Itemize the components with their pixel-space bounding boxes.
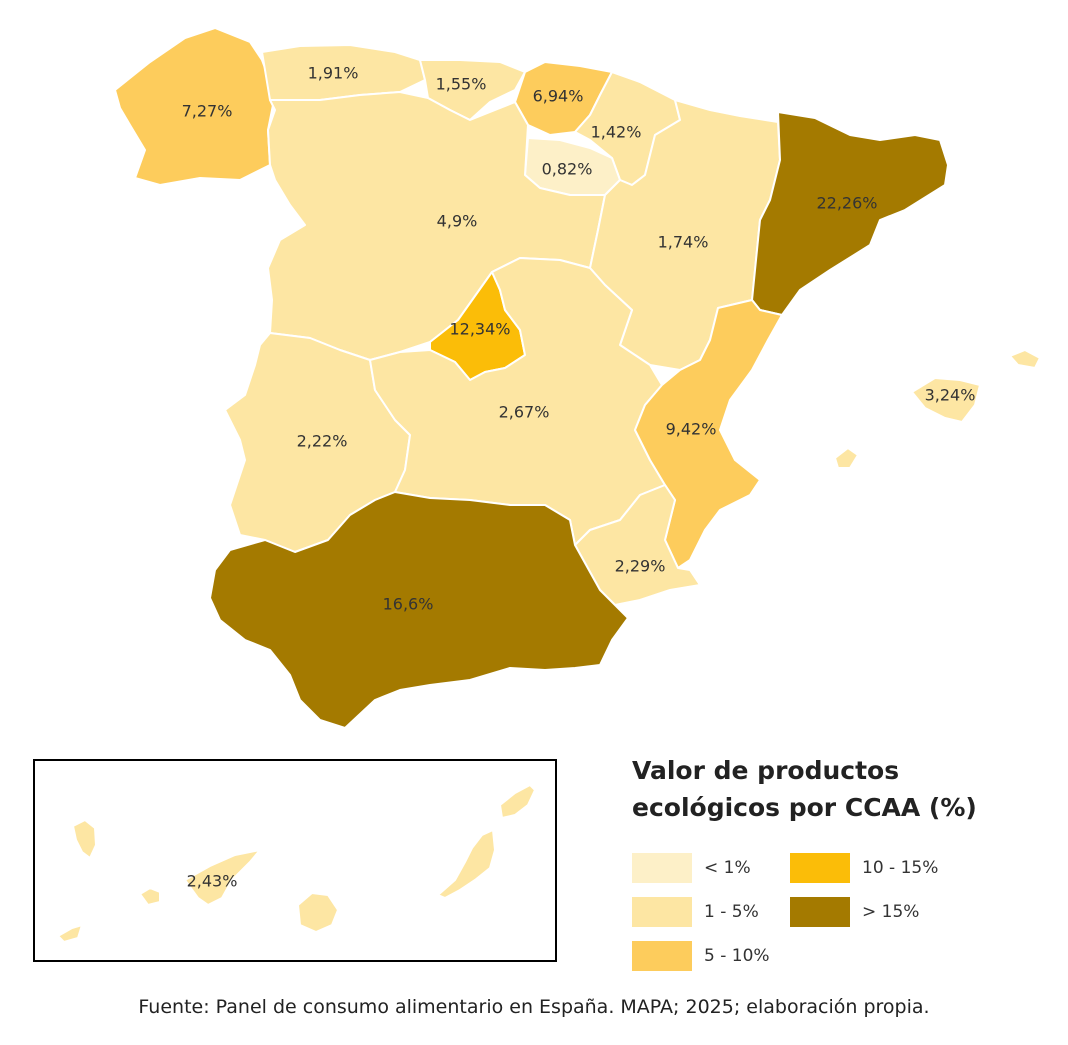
region-canarias xyxy=(57,784,536,943)
label-galicia: 7,27% xyxy=(182,102,233,121)
legend-label: 1 - 5% xyxy=(704,902,759,922)
legend-item-1-5: 1 - 5% xyxy=(632,896,759,928)
legend-label: > 15% xyxy=(862,902,920,922)
legend-item-lt1: < 1% xyxy=(632,852,751,884)
label-cantabria: 1,55% xyxy=(436,75,487,94)
legend-item-5-10: 5 - 10% xyxy=(632,940,770,972)
legend-swatch xyxy=(632,897,692,927)
legend-swatch xyxy=(632,853,692,883)
label-navarra: 1,42% xyxy=(591,123,642,142)
canarias-el-hierro xyxy=(57,924,83,943)
label-asturias: 1,91% xyxy=(308,64,359,83)
region-cataluna xyxy=(751,111,949,316)
label-valencia: 9,42% xyxy=(666,420,717,439)
label-cataluna: 22,26% xyxy=(816,194,877,213)
canarias-gran-canaria xyxy=(297,892,339,933)
legend-label: < 1% xyxy=(704,858,751,878)
label-castilla-la-mancha: 2,67% xyxy=(499,403,550,422)
region-baleares-menorca xyxy=(1009,349,1041,369)
legend-title-line-2: ecológicos por CCAA (%) xyxy=(632,793,977,822)
label-baleares: 3,24% xyxy=(925,386,976,405)
legend-items: < 1% 1 - 5% 5 - 10% 10 - 15% > 15% xyxy=(632,852,1052,972)
region-valencia xyxy=(634,299,783,569)
legend-swatch xyxy=(790,853,850,883)
label-la-rioja: 0,82% xyxy=(542,160,593,179)
legend-title: Valor de productos ecológicos por CCAA (… xyxy=(632,752,1052,826)
region-cantabria xyxy=(419,59,526,121)
legend-swatch xyxy=(790,897,850,927)
legend-label: 5 - 10% xyxy=(704,946,770,966)
canarias-la-gomera xyxy=(139,887,161,906)
region-baleares xyxy=(911,377,981,423)
map-legend: Valor de productos ecológicos por CCAA (… xyxy=(632,752,1052,971)
region-murcia xyxy=(574,484,701,606)
canarias-tenerife xyxy=(184,849,261,906)
legend-label: 10 - 15% xyxy=(862,858,939,878)
canarias-lanzarote xyxy=(499,784,536,819)
label-canarias: 2,43% xyxy=(187,872,238,891)
region-andalucia xyxy=(209,491,629,729)
canarias-la-palma xyxy=(72,819,97,859)
legend-item-10-15: 10 - 15% xyxy=(790,852,938,884)
canarias-inset-frame xyxy=(33,759,557,962)
label-aragon: 1,74% xyxy=(658,233,709,252)
canarias-fuerteventura xyxy=(437,829,496,899)
legend-title-line-1: Valor de productos xyxy=(632,756,900,785)
legend-item-gt15: > 15% xyxy=(790,896,919,928)
label-castilla-leon: 4,9% xyxy=(437,212,478,231)
label-pais-vasco: 6,94% xyxy=(533,87,584,106)
legend-swatch xyxy=(632,941,692,971)
label-madrid: 12,34% xyxy=(449,320,510,339)
label-andalucia: 16,6% xyxy=(383,595,434,614)
label-extremadura: 2,22% xyxy=(297,432,348,451)
spain-choropleth-map: 7,27% 1,91% 1,55% 6,94% 1,42% 0,82% 4,9%… xyxy=(57,27,1041,943)
label-murcia: 2,29% xyxy=(615,557,666,576)
source-note: Fuente: Panel de consumo alimentario en … xyxy=(138,996,930,1018)
region-baleares-ibiza xyxy=(834,447,859,469)
